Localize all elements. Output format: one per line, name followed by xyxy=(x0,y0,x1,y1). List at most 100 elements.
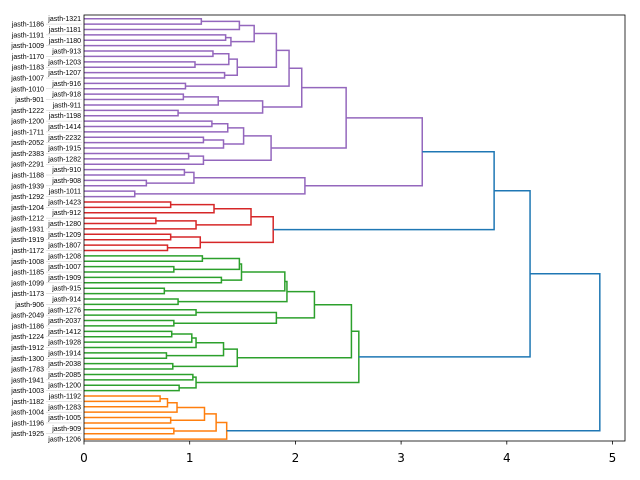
leaf-label: jasth-1412 xyxy=(47,329,81,336)
leaf-label: jasth-1207 xyxy=(47,70,81,77)
leaf-label: jasth-1914 xyxy=(47,350,81,357)
dendrogram-link xyxy=(84,309,197,316)
leaf-label: jasth-1170 xyxy=(11,54,44,61)
dendrogram-link xyxy=(84,233,172,241)
leaf-label: jasth-914 xyxy=(51,296,81,303)
dendrogram-link xyxy=(84,298,179,306)
dendrogram-link xyxy=(84,152,190,160)
dendrogram-link xyxy=(196,330,360,384)
leaf-label: jasth-1010 xyxy=(10,86,44,93)
dendrogram-link xyxy=(84,123,229,133)
dendrogram-link xyxy=(196,207,252,226)
leaf-label: jasth-913 xyxy=(51,49,81,56)
dendrogram-link xyxy=(223,127,245,145)
leaf-label: jasth-1191 xyxy=(11,32,44,39)
dendrogram-link xyxy=(84,50,214,58)
plot-frame xyxy=(83,14,626,442)
dendrogram-link xyxy=(84,244,169,252)
leaf-label: jasth-918 xyxy=(51,92,81,99)
dendrogram-link xyxy=(84,287,166,295)
dendrogram-link xyxy=(221,263,243,281)
leaf-label: jasth-2038 xyxy=(47,361,81,368)
dendrogram-link xyxy=(146,171,195,184)
dendrogram-link xyxy=(271,86,347,149)
leaf-label: jasth-2383 xyxy=(10,151,44,158)
leaf-label: jasth-1283 xyxy=(47,404,81,411)
dendrogram-link xyxy=(84,427,175,435)
dendrogram-link xyxy=(84,319,175,327)
leaf-label: jasth-1173 xyxy=(11,291,44,298)
leaf-label: jasth-1007 xyxy=(47,264,81,271)
x-tick-label: 4 xyxy=(503,451,511,465)
dendrogram-link xyxy=(304,117,423,187)
leaf-label: jasth-908 xyxy=(51,178,81,185)
dendrogram-link xyxy=(84,82,187,90)
leaf-label: jasth-1224 xyxy=(10,334,44,341)
dendrogram-link xyxy=(262,67,303,108)
dendrogram-link xyxy=(170,406,206,422)
dendrogram-link xyxy=(84,155,205,165)
dendrogram-link xyxy=(84,34,227,42)
leaf-label: jasth-1200 xyxy=(10,119,44,126)
leaf-label: jasth-1292 xyxy=(10,194,44,201)
dendrogram-link xyxy=(84,217,157,225)
leaf-label: jasth-909 xyxy=(51,426,81,433)
dendrogram-link xyxy=(84,397,169,408)
leaf-label: jasth-916 xyxy=(51,81,81,88)
dendrogram-link xyxy=(84,395,161,403)
leaf-label: jasth-1206 xyxy=(47,437,81,444)
leaf-label: jasth-1003 xyxy=(10,388,44,395)
leaf-label: jasth-1099 xyxy=(10,280,44,287)
leaf-label: jasth-1222 xyxy=(10,108,44,115)
dendrogram-link xyxy=(173,311,278,324)
dendrogram-link xyxy=(273,151,495,231)
dendrogram-link xyxy=(84,333,193,343)
dendrogram-link xyxy=(84,136,205,144)
x-tick-label: 0 xyxy=(80,451,88,465)
x-tick-label: 5 xyxy=(609,451,617,465)
dendrogram-link xyxy=(84,20,241,31)
x-tick-label: 2 xyxy=(292,451,300,465)
dendrogram-link xyxy=(84,120,213,128)
leaf-label: jasth-1204 xyxy=(10,205,44,212)
dendrogram-link xyxy=(84,179,148,187)
leaf-label: jasth-1188 xyxy=(11,173,44,180)
dendrogram-link xyxy=(84,190,136,198)
dendrogram-links xyxy=(84,17,601,440)
dendrogram-link xyxy=(224,58,239,77)
dendrogram-link xyxy=(230,24,255,43)
dendrogram-link xyxy=(84,71,226,79)
dendrogram-link xyxy=(173,413,217,432)
dendrogram-link xyxy=(84,384,180,392)
leaf-label: jasth-910 xyxy=(51,167,81,174)
dendrogram-link xyxy=(84,330,173,338)
x-tick-label: 3 xyxy=(397,451,405,465)
leaf-label: jasth-901 xyxy=(14,97,44,104)
leaf-label: jasth-1931 xyxy=(10,226,44,233)
leaf-label: jasth-1321 xyxy=(47,16,81,23)
dendrogram-link xyxy=(134,176,306,195)
leaf-label: jasth-1282 xyxy=(47,156,81,163)
leaf-label: jasth-1915 xyxy=(47,146,81,153)
leaf-label: jasth-1807 xyxy=(47,243,81,250)
dendrogram-link xyxy=(84,201,172,209)
dendrogram-link xyxy=(173,257,241,271)
dendrogram-link xyxy=(166,342,225,357)
leaf-label: jasth-1414 xyxy=(47,124,81,131)
dendrogram-link xyxy=(84,168,186,176)
leaf-label: jasth-1203 xyxy=(47,59,81,66)
leaf-label: jasth-1007 xyxy=(10,75,44,82)
leaf-label: jasth-1011 xyxy=(48,189,81,196)
leaf-label: jasth-1186 xyxy=(11,323,44,330)
leaf-label: jasth-1711 xyxy=(11,129,44,136)
leaf-label: jasth-2052 xyxy=(10,140,44,147)
leaf-label: jasth-1005 xyxy=(47,415,81,422)
leaf-label: jasth-2037 xyxy=(47,318,81,325)
dendrogram-link xyxy=(84,265,175,273)
dendrogram-link xyxy=(167,236,202,249)
dendrogram-link xyxy=(84,203,215,214)
dendrogram-link xyxy=(178,100,264,114)
leaf-label: jasth-1009 xyxy=(10,43,44,50)
leaf-label: jasth-1208 xyxy=(47,253,81,260)
leaf-label: jasth-1941 xyxy=(10,377,44,384)
